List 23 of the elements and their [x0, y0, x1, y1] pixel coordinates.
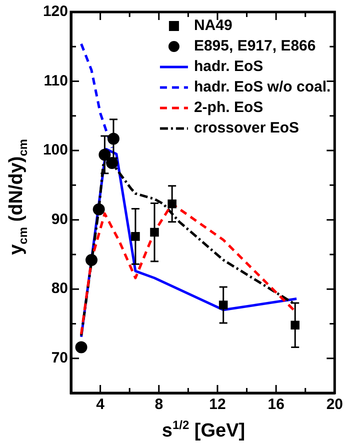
- x-tick-label: 12: [209, 396, 226, 414]
- y-tick-label: 110: [44, 72, 68, 90]
- point: [86, 254, 98, 266]
- y-tick-label: 90: [51, 210, 68, 228]
- line-series: [80, 42, 114, 150]
- legend-label: NA49: [194, 17, 232, 34]
- legend-label: hadr. EoS: [194, 58, 264, 76]
- x-tick-label: 8: [154, 396, 164, 414]
- legend-label: crossover EoS: [194, 120, 300, 137]
- y-tick-label: 80: [51, 280, 68, 298]
- x-tick-label: 16: [268, 396, 284, 414]
- legend-label: 2-ph. EoS: [194, 99, 264, 116]
- x-tick-label: 20: [326, 396, 343, 414]
- x-tick-label: 4: [96, 396, 106, 414]
- point: [106, 157, 118, 170]
- legend-label: E895, E917, E866: [194, 38, 316, 55]
- x-axis-title: s$^{1/2}$ [GeV]: [160, 418, 246, 442]
- y-tick-label: 120: [42, 3, 68, 20]
- y-tick-label: 70: [51, 350, 68, 367]
- y-tick-label: 100: [42, 142, 68, 159]
- point: [92, 203, 105, 216]
- legend-label: hadr. EoS w/o coal.: [194, 78, 331, 96]
- point: [75, 341, 88, 354]
